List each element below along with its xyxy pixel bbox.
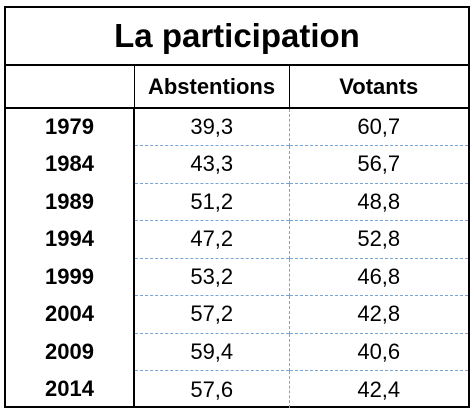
votants-cell: 48,8 <box>288 182 468 221</box>
votants-cell: 52,8 <box>288 220 468 258</box>
abstentions-cell: 57,6 <box>134 370 289 408</box>
votants-cell: 56,7 <box>288 145 468 183</box>
votants-cell: 60,7 <box>288 108 468 146</box>
table-row: 1984 43,3 56,7 <box>6 145 468 183</box>
votants-cell: 42,4 <box>288 370 468 408</box>
year-cell: 2014 <box>6 370 135 408</box>
table-row: 2004 57,2 42,8 <box>6 295 468 333</box>
year-cell: 1999 <box>6 258 135 296</box>
abstentions-cell: 59,4 <box>134 332 289 371</box>
votants-cell: 40,6 <box>288 332 468 371</box>
table-row: 2009 59,4 40,6 <box>6 332 468 371</box>
abstentions-cell: 43,3 <box>134 145 289 183</box>
table-row: 1979 39,3 60,7 <box>6 108 468 146</box>
year-cell: 2009 <box>6 333 135 371</box>
table-row: 1999 53,2 46,8 <box>6 257 468 296</box>
year-cell: 1994 <box>6 220 135 258</box>
table-title: La participation <box>6 8 468 66</box>
abstentions-cell: 53,2 <box>134 257 289 296</box>
votants-cell: 42,8 <box>288 295 468 333</box>
table-row: 1989 51,2 48,8 <box>6 182 468 221</box>
participation-table-frame: La participation Abstentions Votants 197… <box>4 6 470 408</box>
year-cell: 1979 <box>6 108 135 146</box>
table-row: 2014 57,6 42,4 <box>6 370 468 408</box>
year-cell: 1984 <box>6 145 135 183</box>
abstentions-cell: 57,2 <box>134 295 289 333</box>
year-cell: 2004 <box>6 295 135 333</box>
header-year <box>6 66 134 109</box>
header-abstentions: Abstentions <box>133 66 289 109</box>
participation-table: Abstentions Votants 1979 39,3 60,7 1984 … <box>6 66 468 408</box>
header-votants: Votants <box>288 66 468 109</box>
header-row: Abstentions Votants <box>6 66 468 109</box>
votants-cell: 46,8 <box>288 257 468 296</box>
abstentions-cell: 47,2 <box>134 220 289 258</box>
abstentions-cell: 51,2 <box>134 182 289 221</box>
year-cell: 1989 <box>6 183 135 221</box>
table-row: 1994 47,2 52,8 <box>6 220 468 258</box>
abstentions-cell: 39,3 <box>190 114 234 139</box>
